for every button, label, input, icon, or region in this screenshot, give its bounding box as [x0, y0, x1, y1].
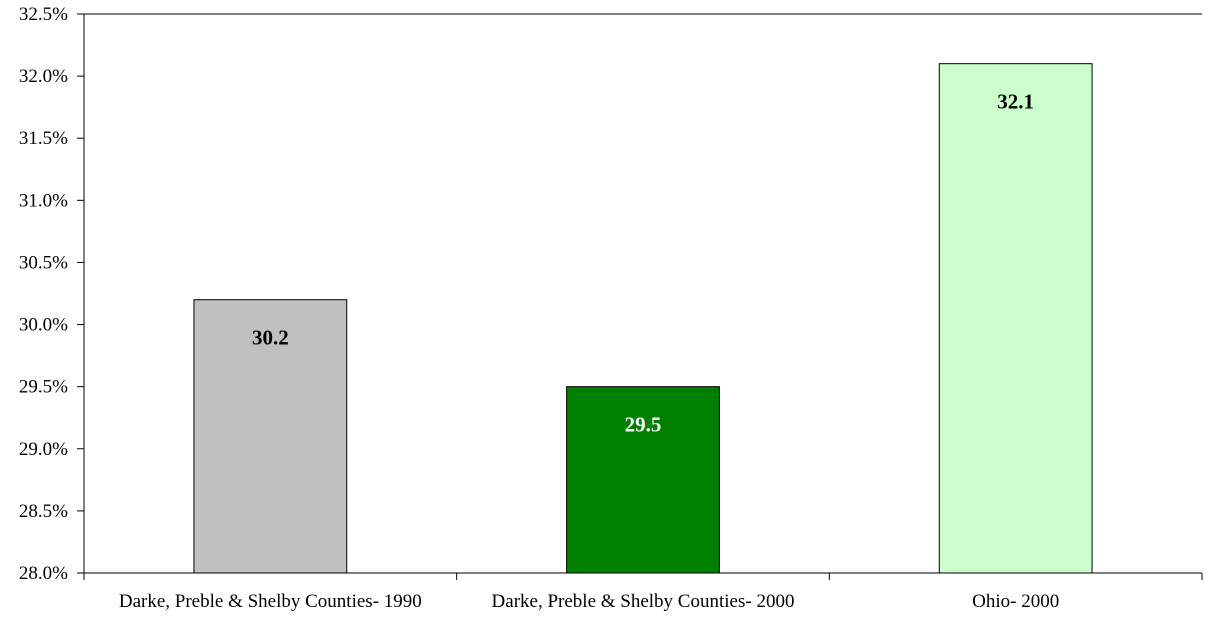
- y-ticks-group: 28.0% 28.5% 29.0% 29.5% 30.0% 30.5% 31.0% 31.5%…: [19, 4, 84, 584]
- x-category-label: Darke, Preble & Shelby Counties- 2000: [492, 591, 795, 612]
- y-tick-label: 28.5%: [19, 501, 68, 522]
- data-label: 29.5: [625, 413, 662, 437]
- x-ticks-group: Darke, Preble & Shelby Counties- 1990 Dar…: [83, 573, 1203, 612]
- y-tick-label: 30.0%: [19, 315, 68, 336]
- y-tick-label: 31.0%: [19, 190, 68, 211]
- bar: [566, 386, 720, 574]
- y-tick-label: 30.5%: [19, 252, 68, 273]
- x-category-label: Ohio- 2000: [972, 591, 1059, 612]
- y-tick-label: 29.0%: [19, 439, 68, 460]
- y-tick-label: 29.5%: [19, 377, 68, 398]
- y-tick-label: 31.5%: [19, 128, 68, 149]
- bar: [193, 299, 348, 574]
- bar: [938, 63, 1093, 574]
- data-label: 32.1: [997, 90, 1034, 114]
- y-tick-label: 32.5%: [19, 4, 68, 25]
- data-label: 30.2: [252, 326, 289, 350]
- data-labels-group: 30.2 29.5 32.1: [252, 90, 1034, 437]
- y-tick-label: 28.0%: [19, 563, 68, 584]
- bars-group: [193, 63, 1093, 574]
- x-category-label: Darke, Preble & Shelby Counties- 1990: [119, 591, 422, 612]
- y-tick-label: 32.0%: [19, 66, 68, 87]
